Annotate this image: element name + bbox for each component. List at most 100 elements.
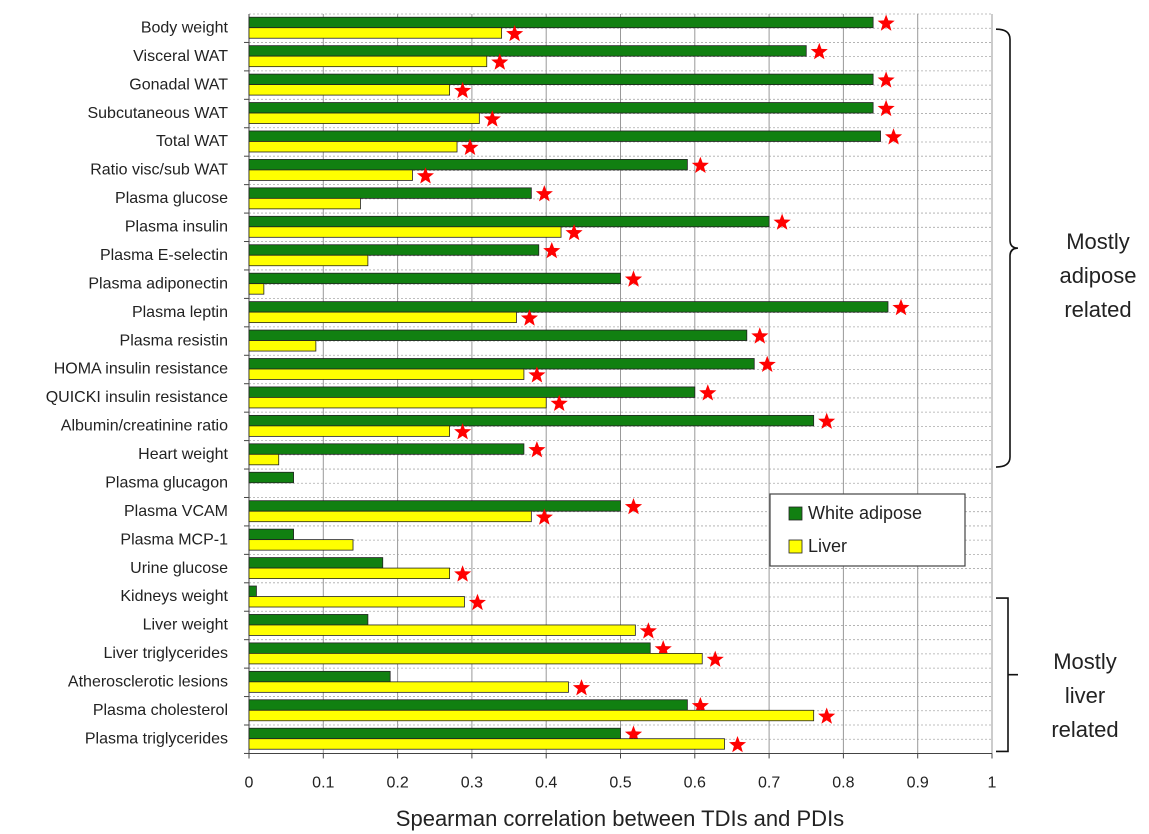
x-tick-label: 0.7 [758, 775, 780, 792]
bar [248, 471, 294, 484]
bar [248, 443, 525, 455]
y-tick-label: QUICKI insulin resistance [46, 389, 228, 406]
y-tick-label: Visceral WAT [133, 48, 228, 65]
significance-star [877, 99, 895, 117]
bar [248, 159, 688, 171]
x-tick-label: 0.1 [312, 775, 334, 792]
annotation: adipose [1059, 263, 1136, 288]
bar [248, 112, 480, 124]
bar [248, 528, 294, 541]
legend-swatch [788, 539, 803, 554]
legend-label: White adipose [808, 503, 922, 523]
significance-star [468, 593, 486, 611]
bar [248, 254, 369, 267]
y-tick-label: Subcutaneous WAT [87, 105, 228, 122]
bar [248, 699, 688, 711]
significance-star [535, 185, 553, 202]
y-tick-label: HOMA insulin resistance [54, 361, 228, 378]
significance-star [810, 42, 828, 60]
annotation: Mostly [1053, 649, 1117, 674]
bar [248, 727, 621, 740]
significance-star [454, 565, 472, 582]
bar [248, 653, 703, 665]
bar [248, 585, 257, 597]
bar [248, 539, 354, 551]
significance-star [818, 707, 836, 724]
y-tick-label: Plasma triglycerides [85, 730, 228, 747]
y-tick-label: Plasma glucose [115, 190, 228, 207]
bar [248, 425, 451, 437]
bar [248, 500, 621, 512]
bar [248, 169, 413, 181]
x-tick-label: 0.5 [609, 775, 631, 792]
significance-star [892, 298, 910, 316]
bar [248, 681, 569, 693]
annotation: related [1051, 717, 1118, 742]
significance-star [543, 242, 561, 259]
y-tick-label: Plasma MCP-1 [120, 531, 228, 548]
bar [248, 642, 651, 654]
bar [248, 130, 881, 142]
significance-star [550, 394, 568, 411]
x-tick-label: 0.9 [907, 775, 929, 792]
bar [248, 215, 770, 228]
y-tick-label: Plasma resistin [120, 332, 228, 349]
legend-swatch [788, 506, 803, 521]
y-tick-label: Urine glucose [130, 560, 228, 577]
legend-box [769, 493, 966, 567]
y-tick-label: Atherosclerotic lesions [68, 674, 228, 691]
bar [248, 368, 525, 380]
y-tick-label: Plasma VCAM [124, 503, 228, 520]
significance-star [416, 167, 434, 184]
bar [248, 329, 748, 341]
bar [248, 311, 517, 324]
significance-star [699, 384, 717, 401]
x-tick-label: 0.4 [535, 775, 557, 792]
bracket [995, 28, 1019, 468]
y-tick-label: Plasma E-selectin [100, 247, 228, 264]
x-tick-label: 0.6 [684, 775, 706, 792]
significance-star [706, 650, 724, 667]
bar [248, 27, 503, 39]
significance-star [535, 508, 553, 525]
significance-star [506, 25, 524, 42]
x-tick-label: 0.3 [461, 775, 483, 792]
significance-star [639, 622, 657, 639]
significance-star [624, 270, 643, 287]
bar [248, 102, 874, 114]
bar [248, 187, 532, 199]
x-tick-label: 0.8 [832, 775, 854, 792]
bar [248, 197, 361, 210]
significance-star [520, 309, 538, 326]
y-tick-label: Heart weight [138, 446, 228, 463]
y-tick-label: Liver triglycerides [104, 645, 228, 662]
y-tick-label: Plasma cholesterol [93, 702, 228, 719]
significance-star [885, 128, 903, 145]
bar [248, 414, 815, 427]
bar [248, 283, 265, 295]
y-tick-label: Albumin/creatinine ratio [61, 418, 228, 435]
significance-star [691, 156, 709, 173]
legend: White adipose Liver [769, 493, 966, 567]
bar [248, 272, 621, 285]
y-tick-label: Ratio visc/sub WAT [90, 162, 228, 179]
y-tick-label: Kidneys weight [120, 588, 228, 605]
bar [248, 510, 532, 523]
significance-star [528, 366, 546, 383]
y-tick-label: Liver weight [143, 617, 229, 634]
x-tick-label: 1 [988, 775, 997, 792]
bar [248, 55, 488, 68]
bar [248, 45, 807, 57]
significance-star [565, 224, 583, 241]
significance-star [491, 53, 509, 70]
significance-star [691, 697, 709, 714]
bar [248, 397, 547, 409]
significance-star [572, 679, 590, 696]
bar [248, 567, 451, 579]
bar [248, 301, 889, 313]
bar [248, 557, 384, 569]
significance-star [483, 110, 501, 127]
significance-star [751, 327, 769, 344]
significance-star [654, 640, 672, 657]
